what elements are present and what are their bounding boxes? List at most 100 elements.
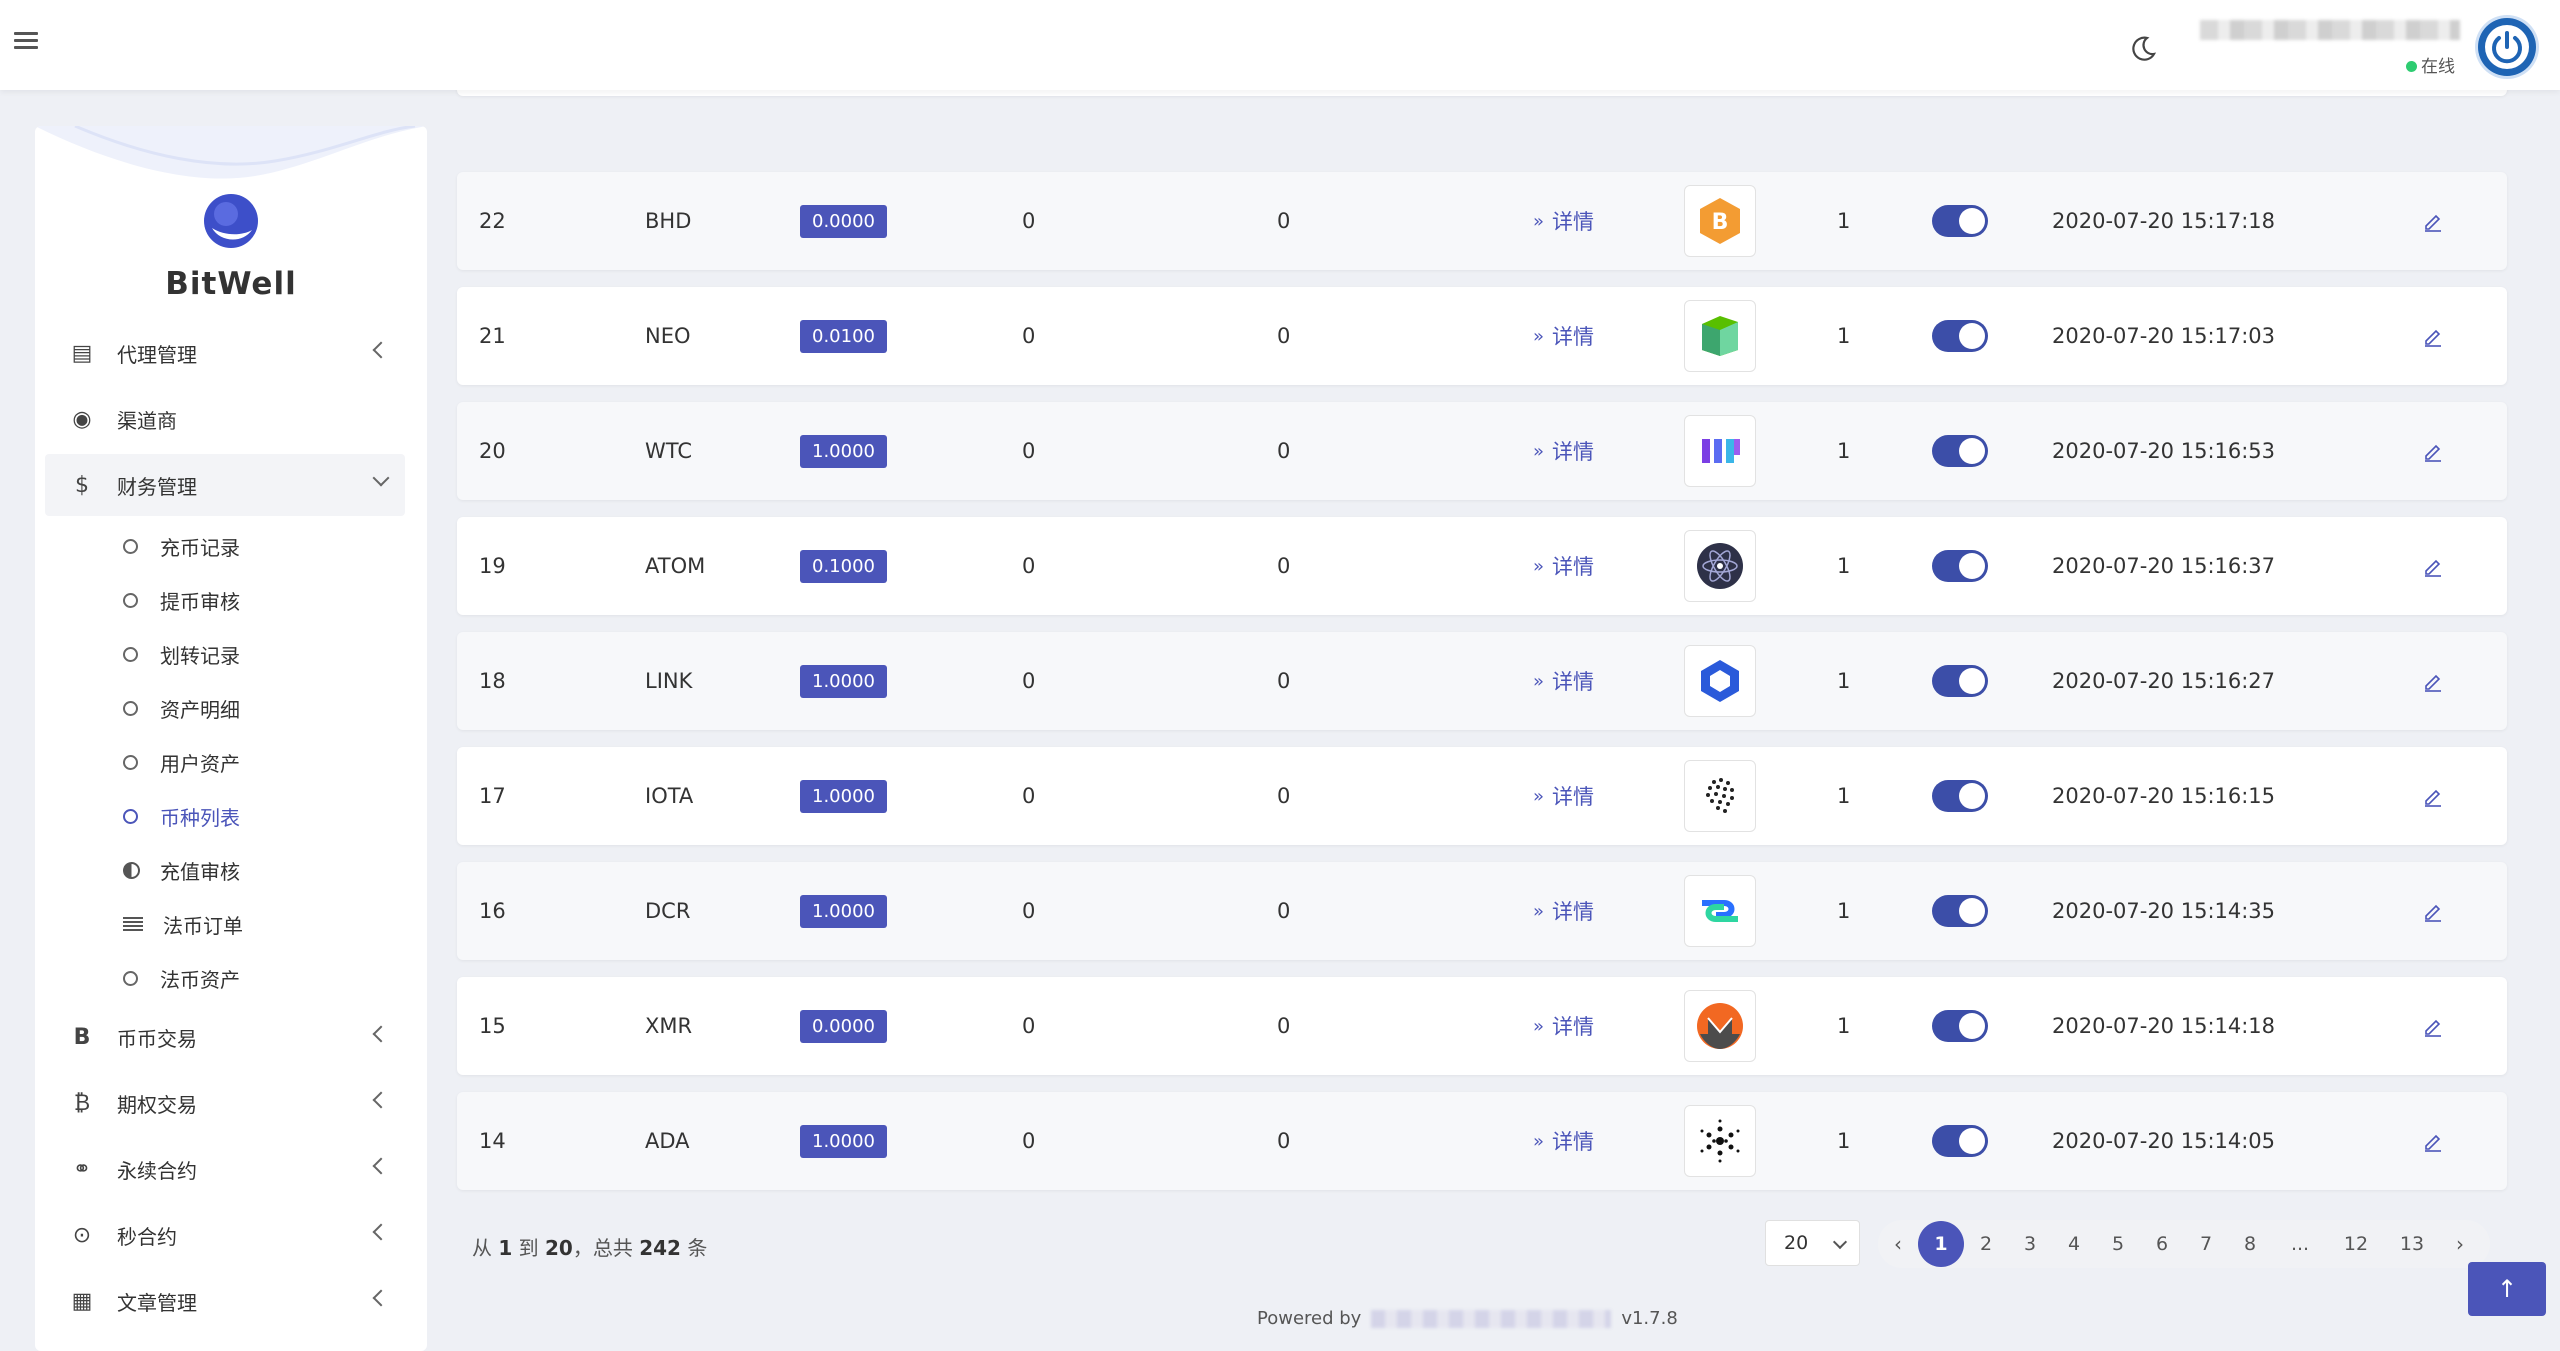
list-lines-icon bbox=[123, 917, 143, 931]
double-chevron-right-icon: » bbox=[1533, 1015, 1545, 1037]
pagination-prev-icon[interactable]: ‹ bbox=[1894, 1232, 1902, 1256]
circle-icon bbox=[123, 808, 138, 824]
sub-item-recharge-review[interactable]: 充值审核 bbox=[123, 850, 240, 890]
sub-item-user-assets[interactable]: 用户资产 bbox=[123, 742, 240, 782]
sub-item-label: 法币订单 bbox=[163, 913, 243, 938]
edit-icon[interactable] bbox=[2422, 1092, 2444, 1190]
fee-badge: 1.0000 bbox=[800, 894, 887, 928]
edit-icon[interactable] bbox=[2422, 632, 2444, 730]
status-toggle[interactable] bbox=[1932, 895, 1988, 927]
link-logo-icon bbox=[1684, 645, 1756, 717]
coin-logo-cell: B bbox=[1684, 172, 1756, 270]
sub-item-asset-details[interactable]: 资产明细 bbox=[123, 688, 240, 728]
detail-link[interactable]: » 详情 bbox=[1533, 747, 1594, 845]
sub-item-deposit-records[interactable]: 充币记录 bbox=[123, 526, 240, 566]
count-value: 1 bbox=[1837, 554, 1851, 578]
sidebar-item-options-trading[interactable]: ₿ 期权交易 bbox=[45, 1072, 405, 1134]
iota-logo-icon bbox=[1684, 760, 1756, 832]
created-time: 2020-07-20 15:16:15 bbox=[2052, 784, 2276, 808]
edit-icon[interactable] bbox=[2422, 172, 2444, 270]
table-row: 20 WTC 1.0000 0 0 » 详情 1 2020-07-20 15:16:53 bbox=[457, 402, 2507, 500]
pagination-page[interactable]: 7 bbox=[2199, 1233, 2213, 1255]
status-toggle[interactable] bbox=[1932, 665, 1988, 697]
pagination-summary: 从 1 到 20，总共 242 条 bbox=[472, 1232, 707, 1261]
sub-item-coin-list[interactable]: 币种列表 bbox=[123, 796, 240, 836]
sidebar-item-channel[interactable]: ◉ 渠道商 bbox=[45, 388, 405, 450]
table-row: 15 XMR 0.0000 0 0 » 详情 1 2020-07-20 15:14:18 bbox=[457, 977, 2507, 1075]
detail-link[interactable]: » 详情 bbox=[1533, 1092, 1594, 1190]
page-size-select[interactable]: 20 bbox=[1765, 1220, 1860, 1266]
pagination-page[interactable]: 4 bbox=[2067, 1233, 2081, 1255]
value-2: 0 bbox=[1277, 1014, 1291, 1038]
sidebar-item-perpetual[interactable]: ⚭ 永续合约 bbox=[45, 1138, 405, 1200]
sub-item-label: 充值审核 bbox=[160, 859, 240, 884]
status-toggle[interactable] bbox=[1932, 550, 1988, 582]
coin-name: NEO bbox=[645, 324, 691, 348]
status-toggle[interactable] bbox=[1932, 320, 1988, 352]
dark-mode-moon-icon[interactable] bbox=[2128, 34, 2158, 64]
detail-link[interactable]: » 详情 bbox=[1533, 517, 1594, 615]
pagination-page[interactable]: 1 bbox=[1918, 1221, 1964, 1267]
fee-badge-cell: 1.0000 bbox=[800, 632, 887, 730]
pagination-page[interactable]: 12 bbox=[2343, 1233, 2369, 1255]
user-avatar[interactable] bbox=[2478, 18, 2536, 76]
pagination-page[interactable]: 13 bbox=[2399, 1233, 2425, 1255]
pagination-page[interactable]: 5 bbox=[2111, 1233, 2125, 1255]
value-2: 0 bbox=[1277, 209, 1291, 233]
value-2: 0 bbox=[1277, 1129, 1291, 1153]
row-id: 19 bbox=[479, 554, 506, 578]
table-row: 19 ATOM 0.1000 0 0 » 详情 1 2020-07-20 15:16:37 bbox=[457, 517, 2507, 615]
summary-total: 242 bbox=[639, 1236, 681, 1260]
pagination-page[interactable]: 6 bbox=[2155, 1233, 2169, 1255]
edit-icon[interactable] bbox=[2422, 287, 2444, 385]
fee-badge: 0.1000 bbox=[800, 549, 887, 583]
coin-name: DCR bbox=[645, 899, 691, 923]
value-2: 0 bbox=[1277, 784, 1291, 808]
sidebar-item-agent[interactable]: ▤ 代理管理 bbox=[45, 322, 405, 384]
edit-icon[interactable] bbox=[2422, 747, 2444, 845]
pagination-next-icon[interactable]: › bbox=[2456, 1232, 2464, 1256]
status-toggle[interactable] bbox=[1932, 1010, 1988, 1042]
sub-item-withdraw-review[interactable]: 提币审核 bbox=[123, 580, 240, 620]
sub-item-label: 划转记录 bbox=[160, 643, 240, 668]
hamburger-menu-icon[interactable] bbox=[14, 28, 38, 50]
sub-item-fiat-assets[interactable]: 法币资产 bbox=[123, 958, 240, 998]
status-toggle[interactable] bbox=[1932, 1125, 1988, 1157]
sidebar-item-finance[interactable]: $ 财务管理 bbox=[45, 454, 405, 516]
sub-item-transfer-records[interactable]: 划转记录 bbox=[123, 634, 240, 674]
edit-icon[interactable] bbox=[2422, 862, 2444, 960]
sidebar-item-second-contract[interactable]: ⊙ 秒合约 bbox=[45, 1204, 405, 1266]
sub-item-fiat-orders[interactable]: 法币订单 bbox=[123, 904, 243, 944]
pagination-page[interactable]: 8 bbox=[2243, 1233, 2257, 1255]
status-toggle[interactable] bbox=[1932, 205, 1988, 237]
edit-icon[interactable] bbox=[2422, 517, 2444, 615]
detail-link[interactable]: » 详情 bbox=[1533, 287, 1594, 385]
detail-link[interactable]: » 详情 bbox=[1533, 862, 1594, 960]
value-1: 0 bbox=[1022, 1014, 1036, 1038]
detail-link[interactable]: » 详情 bbox=[1533, 402, 1594, 500]
sidebar-item-spot-trading[interactable]: B 币币交易 bbox=[45, 1006, 405, 1068]
table-row: 22 BHD 0.0000 0 0 » 详情 B 1 2020-07-20 15:17:18 bbox=[457, 172, 2507, 270]
chevron-down-icon bbox=[372, 469, 390, 487]
detail-link[interactable]: » 详情 bbox=[1533, 172, 1594, 270]
edit-icon[interactable] bbox=[2422, 977, 2444, 1075]
value-1: 0 bbox=[1022, 209, 1036, 233]
user-name-redacted[interactable] bbox=[2200, 20, 2460, 40]
sidebar-item-articles[interactable]: ▦ 文章管理 bbox=[45, 1270, 405, 1332]
pagination-page[interactable]: 2 bbox=[1979, 1233, 1993, 1255]
detail-link[interactable]: » 详情 bbox=[1533, 632, 1594, 730]
status-toggle[interactable] bbox=[1932, 435, 1988, 467]
pagination-page[interactable]: 3 bbox=[2023, 1233, 2037, 1255]
value-1: 0 bbox=[1022, 554, 1036, 578]
value-1: 0 bbox=[1022, 669, 1036, 693]
fee-badge-cell: 1.0000 bbox=[800, 862, 887, 960]
scroll-to-top-button[interactable]: ↑ bbox=[2468, 1262, 2546, 1316]
xmr-logo-icon bbox=[1684, 990, 1756, 1062]
status-toggle-cell bbox=[1932, 862, 1988, 960]
detail-link[interactable]: » 详情 bbox=[1533, 977, 1594, 1075]
fee-badge: 0.0100 bbox=[800, 319, 887, 353]
edit-icon[interactable] bbox=[2422, 402, 2444, 500]
fee-badge: 0.0000 bbox=[800, 204, 887, 238]
sub-item-label: 法币资产 bbox=[160, 967, 240, 992]
status-toggle[interactable] bbox=[1932, 780, 1988, 812]
